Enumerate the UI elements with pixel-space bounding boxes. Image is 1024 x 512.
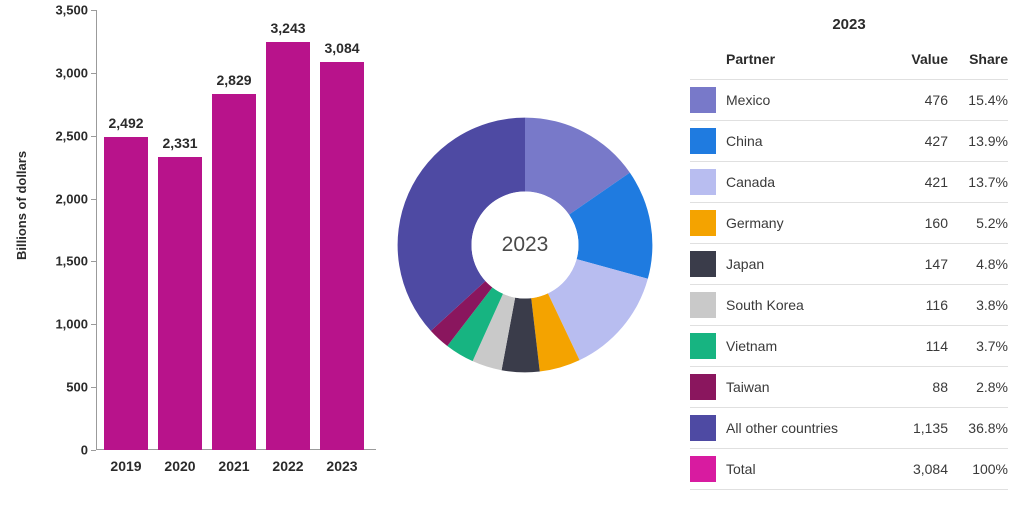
bar-value-label: 2,492	[108, 115, 143, 131]
bar-chart-yticks: 05001,0001,5002,0002,5003,0003,500	[38, 10, 88, 450]
legend-swatch	[690, 169, 716, 195]
legend-partner: Germany	[726, 215, 890, 231]
legend-share: 5.2%	[948, 215, 1008, 231]
legend-partner: Total	[726, 461, 890, 477]
legend-partner: Mexico	[726, 92, 890, 108]
dashboard: Billions of dollars 0 500 1,000 1,500 2,000 2…	[0, 0, 1024, 512]
legend-swatch	[690, 374, 716, 400]
table-row: Vietnam1143.7%	[690, 326, 1008, 367]
legend-share: 3.8%	[948, 297, 1008, 313]
bar: 3,0842023	[320, 62, 364, 450]
bar-rect	[320, 62, 364, 450]
bar: 2,3312020	[158, 157, 202, 450]
legend-swatch	[690, 333, 716, 359]
legend-table-header: Partner Value Share	[690, 39, 1008, 80]
legend-value: 116	[890, 297, 948, 313]
legend-col-value: Value	[890, 51, 948, 67]
legend-value: 1,135	[890, 420, 948, 436]
legend-share: 3.7%	[948, 338, 1008, 354]
bar-chart-ytick: 2,000	[38, 191, 88, 206]
legend-value: 476	[890, 92, 948, 108]
legend-partner: Vietnam	[726, 338, 890, 354]
legend-swatch	[690, 87, 716, 113]
bar-category-label: 2022	[272, 458, 303, 474]
legend-value: 114	[890, 338, 948, 354]
legend-col-share: Share	[948, 51, 1008, 67]
legend-value: 88	[890, 379, 948, 395]
legend-partner: Japan	[726, 256, 890, 272]
legend-share: 13.7%	[948, 174, 1008, 190]
legend-value: 160	[890, 215, 948, 231]
bar-category-label: 2019	[110, 458, 141, 474]
bar-rect	[212, 94, 256, 450]
table-row: Germany1605.2%	[690, 203, 1008, 244]
legend-partner: All other countries	[726, 420, 890, 436]
legend-share: 13.9%	[948, 133, 1008, 149]
bar-chart-ylabel: Billions of dollars	[14, 151, 29, 260]
legend-share: 36.8%	[948, 420, 1008, 436]
bar: 2,4922019	[104, 137, 148, 450]
bar-category-label: 2020	[164, 458, 195, 474]
bar-chart-ytick: 500	[38, 380, 88, 395]
bar-chart-ytick: 3,000	[38, 65, 88, 80]
legend-partner: Taiwan	[726, 379, 890, 395]
bar-rect	[266, 42, 310, 450]
legend-swatch	[690, 292, 716, 318]
bar-value-label: 3,084	[324, 40, 359, 56]
legend-table: 2023 Partner Value Share Mexico47615.4%C…	[690, 16, 1008, 490]
bar-chart: Billions of dollars 05001,0001,5002,0002…	[24, 10, 384, 502]
donut-center-label: 2023	[502, 233, 549, 257]
bar-chart-plot: 2,49220192,33120202,82920213,24320223,08…	[96, 10, 376, 450]
bar-rect	[104, 137, 148, 450]
table-row: Taiwan882.8%	[690, 367, 1008, 408]
legend-share: 4.8%	[948, 256, 1008, 272]
table-row: Canada42113.7%	[690, 162, 1008, 203]
legend-partner: Canada	[726, 174, 890, 190]
bar-value-label: 2,829	[216, 72, 251, 88]
legend-col-partner: Partner	[726, 51, 890, 67]
table-row: All other countries1,13536.8%	[690, 408, 1008, 449]
legend-swatch	[690, 210, 716, 236]
legend-swatch	[690, 415, 716, 441]
bar-chart-ytick: 2,500	[38, 128, 88, 143]
bar-value-label: 2,331	[162, 135, 197, 151]
bar-chart-ytick: 1,000	[38, 317, 88, 332]
bar-category-label: 2023	[326, 458, 357, 474]
legend-share: 100%	[948, 461, 1008, 477]
table-row: South Korea1163.8%	[690, 285, 1008, 326]
bar-value-label: 3,243	[270, 20, 305, 36]
legend-value: 3,084	[890, 461, 948, 477]
bar-rect	[158, 157, 202, 450]
bar-chart-ytick: 0	[38, 443, 88, 458]
bar-chart-ytick: 3,500	[38, 3, 88, 18]
legend-table-title: 2023	[690, 16, 1008, 33]
legend-swatch	[690, 456, 716, 482]
legend-swatch	[690, 251, 716, 277]
legend-partner: China	[726, 133, 890, 149]
bar-category-label: 2021	[218, 458, 249, 474]
legend-swatch	[690, 128, 716, 154]
table-row: Japan1474.8%	[690, 244, 1008, 285]
table-row: China42713.9%	[690, 121, 1008, 162]
bar-chart-axis-y	[96, 10, 97, 450]
bar: 2,8292021	[212, 94, 256, 450]
legend-share: 15.4%	[948, 92, 1008, 108]
legend-value: 147	[890, 256, 948, 272]
table-row: Total3,084100%	[690, 449, 1008, 490]
legend-share: 2.8%	[948, 379, 1008, 395]
bar: 3,2432022	[266, 42, 310, 450]
legend-value: 421	[890, 174, 948, 190]
donut-chart: 2023	[395, 115, 655, 375]
legend-value: 427	[890, 133, 948, 149]
legend-partner: South Korea	[726, 297, 890, 313]
bar-chart-ytick: 1,500	[38, 254, 88, 269]
table-row: Mexico47615.4%	[690, 80, 1008, 121]
